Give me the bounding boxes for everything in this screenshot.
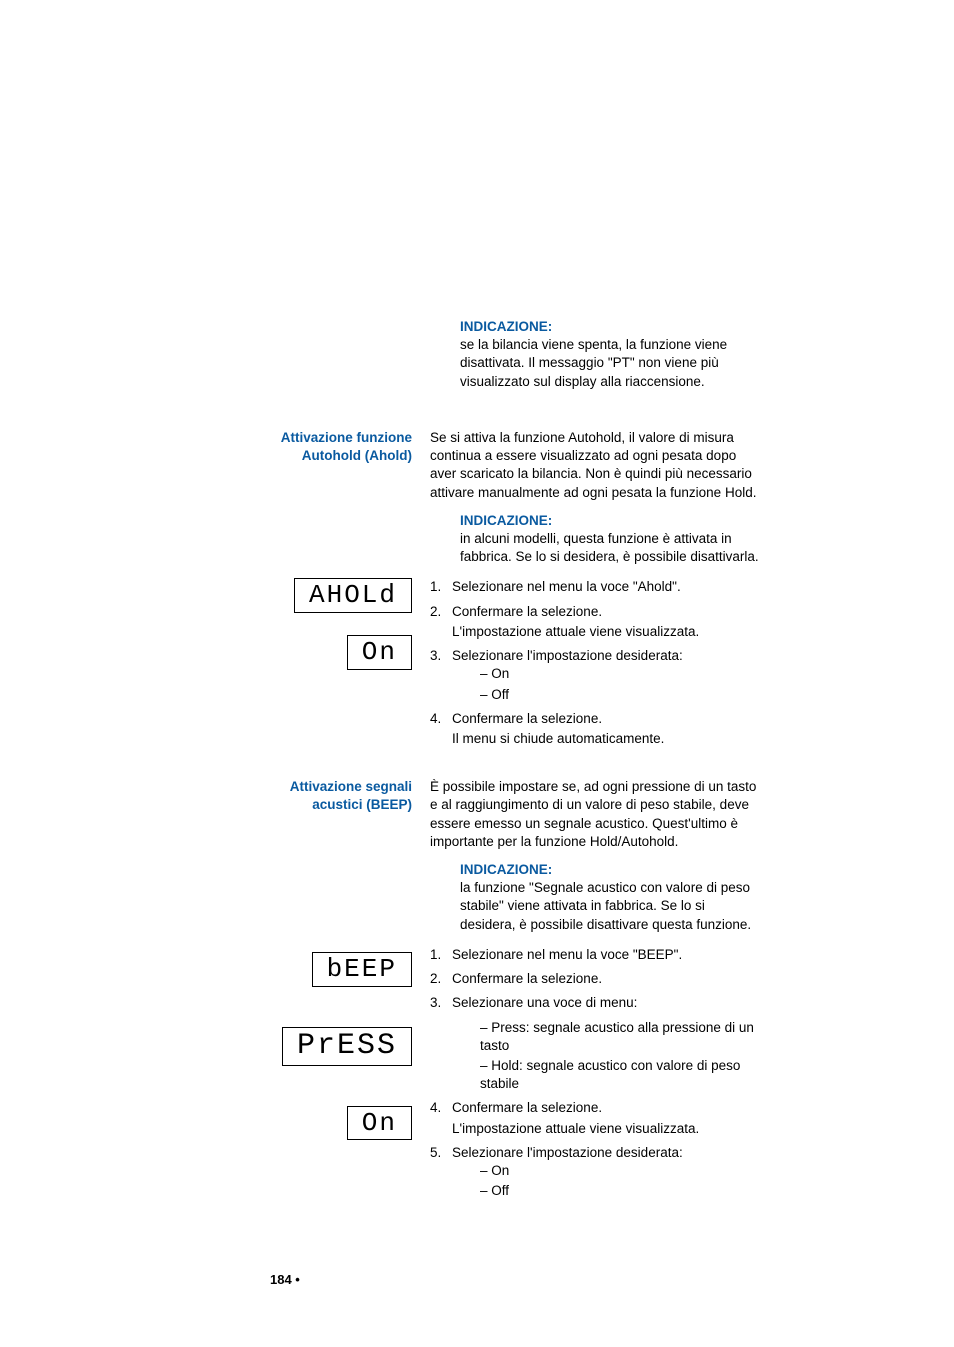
page-number: 184 •	[270, 1271, 300, 1289]
step-text: Selezionare nel menu la voce "Ahold".	[452, 579, 681, 594]
note-body: in alcuni modelli, questa funzione è att…	[430, 530, 759, 566]
step-text: Confermare la selezione.	[452, 971, 602, 986]
section-title-line2: Autohold (Ahold)	[302, 448, 412, 463]
step-subtext: Il menu si chiude automaticamente.	[452, 730, 759, 748]
section-title-line1: Attivazione funzione	[281, 430, 412, 445]
step-text: Selezionare l'impostazione desiderata:	[452, 648, 683, 663]
steps-list: Selezionare nel menu la voce "BEEP". Con…	[430, 946, 759, 1201]
option-item: Off	[480, 1182, 759, 1200]
option-item: Hold: segnale acustico con valore di pes…	[480, 1057, 759, 1093]
section-title-line2: acustici (BEEP)	[312, 797, 412, 812]
lcd-display: bEEP	[312, 952, 412, 987]
note-body: se la bilancia viene spenta, la funzione…	[430, 336, 759, 391]
step-item: Selezionare l'impostazione desiderata: O…	[430, 1144, 759, 1201]
step-item: Confermare la selezione. L'impostazione …	[430, 1099, 759, 1137]
steps-list: Selezionare nel menu la voce "Ahold". Co…	[430, 578, 759, 748]
lcd-display: AHOLd	[294, 578, 412, 613]
step-text: Selezionare una voce di menu:	[452, 995, 637, 1010]
note-heading: INDICAZIONE:	[430, 861, 759, 879]
note-heading: INDICAZIONE:	[430, 512, 759, 530]
option-item: On	[480, 665, 759, 683]
step-item: Confermare la selezione.	[430, 970, 759, 988]
lcd-display: On	[347, 1106, 412, 1141]
section-beep: Attivazione segnali acustici (BEEP) È po…	[270, 778, 759, 942]
option-item: On	[480, 1162, 759, 1180]
step-text: Confermare la selezione.	[452, 1100, 602, 1115]
step-item: Selezionare una voce di menu: Press: seg…	[430, 994, 759, 1093]
option-item: Press: segnale acustico alla pressione d…	[480, 1019, 759, 1055]
section-ahold: Attivazione funzione Autohold (Ahold) Se…	[270, 429, 759, 575]
step-subtext: L'impostazione attuale viene visualizzat…	[452, 623, 759, 641]
step-item: Selezionare nel menu la voce "BEEP".	[430, 946, 759, 964]
option-item: Off	[480, 686, 759, 704]
section-intro: Se si attiva la funzione Autohold, il va…	[430, 429, 759, 502]
step-item: Confermare la selezione. Il menu si chiu…	[430, 710, 759, 748]
step-text: Confermare la selezione.	[452, 711, 602, 726]
note-body: la funzione "Segnale acustico con valore…	[430, 879, 759, 934]
step-text: Selezionare l'impostazione desiderata:	[452, 1145, 683, 1160]
step-item: Selezionare nel menu la voce "Ahold".	[430, 578, 759, 596]
lcd-display: PrESS	[282, 1027, 412, 1066]
step-item: Selezionare l'impostazione desiderata: O…	[430, 647, 759, 704]
note-heading: INDICAZIONE:	[430, 318, 759, 336]
section-intro: È possibile impostare se, ad ogni pressi…	[430, 778, 759, 851]
step-item: Confermare la selezione. L'impostazione …	[430, 603, 759, 641]
step-text: Confermare la selezione.	[452, 604, 602, 619]
step-text: Selezionare nel menu la voce "BEEP".	[452, 947, 682, 962]
lcd-display: On	[347, 635, 412, 670]
section-title-line1: Attivazione segnali	[290, 779, 412, 794]
step-subtext: L'impostazione attuale viene visualizzat…	[452, 1120, 759, 1138]
